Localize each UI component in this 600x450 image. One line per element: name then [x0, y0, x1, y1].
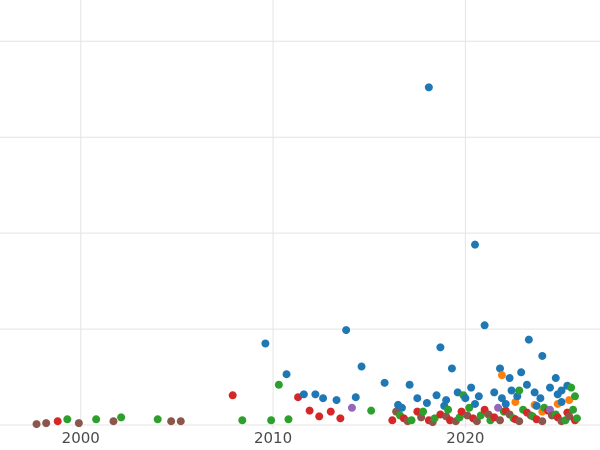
data-point — [472, 417, 481, 426]
data-point — [167, 417, 176, 426]
data-point — [476, 411, 485, 420]
data-point — [465, 403, 474, 412]
data-point — [497, 394, 506, 403]
data-point — [413, 394, 422, 403]
data-point — [444, 405, 453, 414]
data-point — [551, 374, 560, 383]
data-point — [53, 417, 62, 426]
data-point — [571, 392, 579, 401]
data-point — [524, 335, 533, 344]
data-point — [117, 413, 126, 422]
data-point — [538, 351, 547, 360]
data-point — [274, 380, 283, 389]
data-point — [517, 368, 526, 377]
data-point — [496, 416, 504, 425]
data-point — [569, 405, 578, 414]
data-point — [471, 399, 479, 408]
data-point — [176, 417, 185, 426]
data-point — [92, 415, 101, 424]
data-point — [436, 343, 445, 352]
data-point — [153, 415, 162, 424]
data-point — [515, 386, 524, 395]
data-point — [63, 415, 72, 424]
data-point — [530, 388, 539, 397]
data-point — [347, 403, 356, 412]
data-point — [388, 416, 397, 425]
data-point — [380, 378, 389, 387]
data-point — [422, 398, 431, 407]
data-point — [515, 417, 524, 426]
data-point — [471, 240, 479, 249]
data-point — [565, 412, 574, 421]
data-point — [305, 406, 314, 415]
data-point — [507, 386, 516, 395]
data-point — [332, 396, 341, 405]
data-point — [397, 403, 406, 412]
data-point — [424, 83, 433, 92]
data-point — [284, 415, 293, 424]
data-point — [315, 412, 324, 421]
data-point — [490, 388, 499, 397]
data-point — [522, 380, 531, 389]
data-point — [442, 396, 451, 405]
data-point — [238, 416, 247, 425]
data-point — [228, 391, 237, 400]
data-point — [367, 406, 376, 415]
data-point — [432, 391, 441, 400]
data-point — [311, 390, 320, 399]
data-point — [461, 394, 470, 403]
data-point — [567, 383, 576, 392]
data-point — [532, 401, 541, 410]
data-point — [496, 364, 504, 373]
data-point — [413, 407, 422, 416]
x-tick-label: 2010 — [254, 429, 292, 447]
data-point — [565, 396, 574, 405]
data-point — [299, 390, 308, 399]
data-point — [351, 393, 360, 402]
data-point — [538, 417, 547, 426]
data-point — [109, 417, 118, 426]
data-point — [505, 374, 514, 383]
data-point — [474, 392, 483, 401]
data-point — [419, 407, 428, 416]
data-point — [467, 383, 476, 392]
data-point — [357, 362, 366, 371]
x-tick-label: 2000 — [62, 429, 100, 447]
data-point — [572, 414, 581, 423]
data-point — [494, 403, 503, 412]
data-point — [32, 420, 41, 429]
data-point — [261, 339, 270, 348]
data-point — [457, 407, 466, 416]
data-point — [546, 383, 554, 392]
data-point — [497, 371, 506, 380]
data-point — [430, 414, 439, 423]
data-point — [405, 380, 414, 389]
data-point — [326, 407, 335, 416]
data-point — [42, 419, 51, 428]
data-point — [267, 416, 276, 425]
data-point — [407, 416, 416, 425]
data-point — [74, 419, 83, 428]
data-point — [319, 394, 328, 403]
x-tick-label: 2020 — [446, 429, 484, 447]
data-point — [282, 370, 291, 379]
data-point — [342, 326, 351, 335]
data-point — [557, 398, 566, 407]
data-point — [557, 386, 566, 395]
data-point — [447, 364, 456, 373]
data-point — [536, 394, 545, 403]
data-point — [480, 321, 489, 330]
data-point — [501, 399, 510, 408]
data-point — [336, 414, 345, 423]
